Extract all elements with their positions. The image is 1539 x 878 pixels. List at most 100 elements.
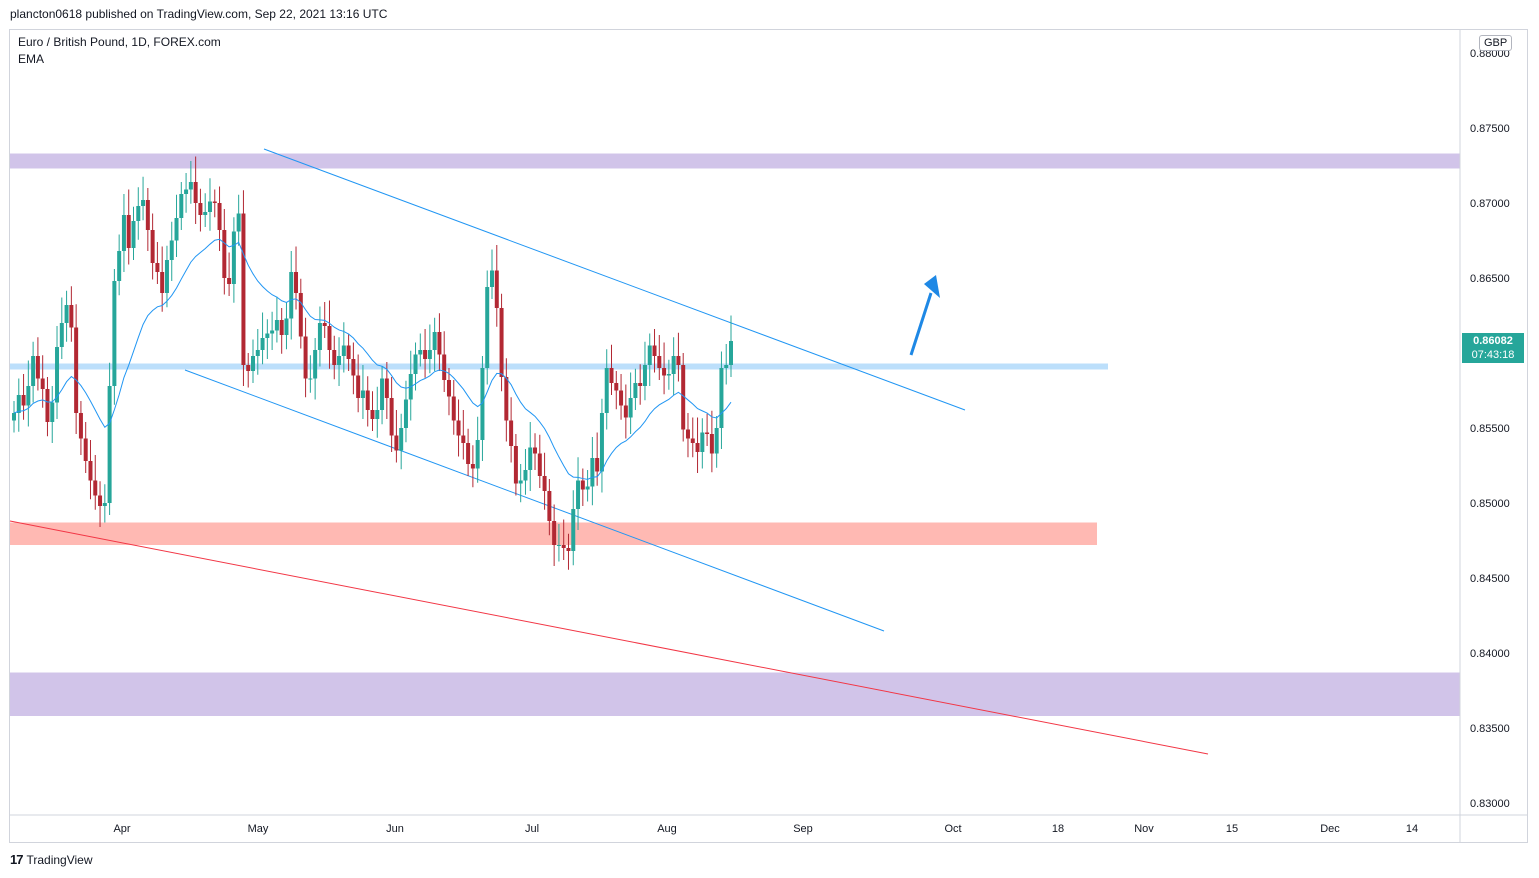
candle-body [423, 350, 428, 359]
candle-body [556, 545, 561, 546]
price-tick-label: 0.84000 [1470, 648, 1510, 660]
candle-body [427, 350, 432, 359]
candle-body [351, 359, 356, 376]
candle-body [466, 443, 471, 464]
candle-body [45, 389, 50, 422]
currency-badge[interactable]: GBP [1479, 35, 1513, 51]
candle-body [609, 368, 614, 383]
last-price-tag: 0.86082 07:43:18 [1462, 333, 1524, 363]
candle-body [442, 354, 447, 380]
channel-lower-line [184, 369, 885, 632]
candle-body [136, 206, 141, 221]
candle-body [332, 350, 337, 365]
candle-body [298, 293, 303, 337]
candle-body [265, 333, 270, 338]
candle-body [729, 341, 733, 365]
candle-body [599, 413, 604, 472]
candle-body [561, 545, 566, 548]
candle-body [337, 356, 342, 365]
publisher-header: plancton0618 published on TradingView.co… [10, 7, 388, 21]
symbol-title: Euro / British Pound, 1D, FOREX.com [18, 35, 221, 49]
candle-body [375, 410, 380, 419]
candle-body [685, 429, 690, 439]
candle-body [719, 368, 724, 428]
candle-body [724, 365, 729, 368]
time-tick-label: Dec [1320, 823, 1340, 835]
candle-body [236, 213, 241, 232]
candle-body [384, 378, 389, 398]
candle-body [662, 368, 667, 376]
footer-brand[interactable]: 17 TradingView [10, 852, 93, 867]
candle-body [270, 330, 275, 334]
candle-body [432, 332, 437, 350]
candle-body [83, 438, 88, 461]
candle-body [576, 480, 581, 509]
candle-body [274, 320, 279, 331]
candle-body [585, 486, 590, 490]
last-price: 0.86082 [1473, 335, 1513, 347]
candle-body [461, 435, 466, 443]
candle-body [241, 213, 246, 365]
candle-body [499, 308, 504, 377]
candle-body [681, 365, 686, 430]
bar-countdown: 07:43:18 [1471, 349, 1515, 361]
candle-body [74, 327, 79, 413]
support-zone-lower [10, 672, 1460, 716]
indicator-label[interactable]: EMA [18, 52, 45, 66]
candle-body [346, 345, 351, 359]
time-tick-label: 15 [1226, 823, 1238, 835]
candle-body [141, 200, 146, 206]
candle-body [40, 378, 45, 389]
candle-body [164, 260, 169, 293]
candle-body [547, 491, 552, 521]
candle-body [174, 218, 179, 241]
candle-body [121, 215, 126, 251]
candle-body [518, 480, 523, 484]
candle-body [212, 201, 217, 203]
candle-body [88, 461, 93, 481]
candle-body [633, 383, 638, 398]
candle-body [389, 398, 394, 436]
candle-body [523, 470, 528, 481]
candle-body [418, 350, 423, 355]
candle-body [671, 356, 676, 374]
candle-body [360, 390, 365, 398]
candle-body [552, 521, 557, 545]
candle-body [227, 278, 232, 284]
time-tick-label: Aug [657, 823, 677, 835]
candle-body [480, 368, 485, 440]
candle-body [580, 480, 585, 490]
candle-body [700, 432, 705, 452]
candle-body [31, 356, 36, 386]
candle-body [528, 447, 533, 470]
time-tick-label: Jun [386, 823, 404, 835]
candle-body [198, 203, 203, 215]
candle-body [380, 378, 385, 410]
candle-body [222, 230, 227, 278]
candle-body [490, 270, 494, 287]
candle-body [619, 390, 624, 406]
candle-body [207, 201, 212, 212]
time-tick-label: 18 [1052, 823, 1064, 835]
candle-body [638, 383, 643, 386]
candle-body [69, 305, 74, 328]
candle-body [179, 194, 184, 218]
candle-body [313, 350, 318, 379]
candle-body [642, 365, 647, 386]
candle-body [145, 200, 150, 230]
candle-body [131, 221, 136, 248]
candle-body [327, 326, 332, 350]
candle-body [155, 263, 160, 272]
resistance-zone-upper [10, 153, 1460, 169]
candle-body [251, 356, 255, 371]
candle-body [513, 446, 518, 484]
candle-body [12, 413, 16, 421]
candle-body [446, 380, 451, 397]
candle-body [217, 203, 222, 230]
price-tick-label: 0.88000 [1470, 48, 1510, 60]
price-tick-label: 0.85500 [1470, 423, 1510, 435]
candle-body [590, 458, 595, 487]
time-tick-label: Nov [1134, 823, 1154, 835]
candle-body [16, 395, 21, 413]
